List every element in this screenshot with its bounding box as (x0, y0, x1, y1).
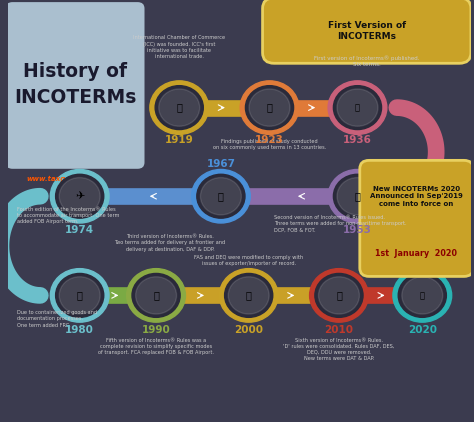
Text: 1923: 1923 (255, 135, 284, 145)
Text: 2020: 2020 (408, 325, 437, 335)
Circle shape (150, 81, 209, 134)
FancyBboxPatch shape (263, 0, 471, 63)
Circle shape (337, 89, 378, 126)
Circle shape (319, 277, 359, 314)
Text: 1967: 1967 (206, 159, 236, 169)
Circle shape (333, 174, 382, 218)
Text: 📋: 📋 (420, 291, 425, 300)
Text: Third version of Incoterms® Rules.
Two terms added for delivery at frontier and
: Third version of Incoterms® Rules. Two t… (114, 234, 226, 252)
Text: Second version of Incoterms® Rules issued.
Three terms were added for non-mariti: Second version of Incoterms® Rules issue… (274, 215, 407, 233)
Text: 🔑: 🔑 (246, 290, 252, 300)
Circle shape (191, 170, 250, 223)
Circle shape (55, 273, 104, 317)
Text: 📝: 📝 (153, 290, 159, 300)
Circle shape (55, 174, 104, 218)
Circle shape (315, 273, 363, 317)
Circle shape (59, 178, 100, 215)
Circle shape (155, 86, 203, 130)
Circle shape (240, 81, 299, 134)
Circle shape (249, 89, 290, 126)
Text: Fourth edition of the Incoterms® Rules
to accommodate air transport. One term
ad: Fourth edition of the Incoterms® Rules t… (17, 207, 119, 224)
Circle shape (201, 178, 241, 215)
Text: First version of Incoterms® published.
Six terms.: First version of Incoterms® published. S… (314, 55, 419, 67)
Circle shape (127, 269, 185, 322)
Circle shape (328, 81, 387, 134)
Text: 📖: 📖 (336, 290, 342, 300)
Circle shape (50, 269, 109, 322)
Text: 1936: 1936 (343, 135, 372, 145)
Text: 1919: 1919 (165, 135, 193, 145)
Circle shape (228, 277, 269, 314)
Circle shape (219, 269, 278, 322)
Text: 1953: 1953 (343, 225, 372, 235)
Circle shape (132, 273, 180, 317)
Text: New INCOTERMs 2020
Announced in Sep'2019
come into force on: New INCOTERMs 2020 Announced in Sep'2019… (370, 186, 463, 207)
Text: 1990: 1990 (142, 325, 171, 335)
Circle shape (393, 269, 452, 322)
Circle shape (136, 277, 176, 314)
Circle shape (310, 269, 368, 322)
Text: 🔍: 🔍 (176, 103, 182, 113)
Text: FAS and DEQ were modified to comply with
issues of exporter/importer of record.: FAS and DEQ were modified to comply with… (194, 254, 303, 266)
Circle shape (402, 277, 443, 314)
Text: www.taxguru.in: www.taxguru.in (27, 176, 89, 182)
Text: 2010: 2010 (325, 325, 354, 335)
Circle shape (225, 273, 273, 317)
Text: Sixth version of Incoterms® Rules.
'D' rules were consolidated. Rules DAF, DES,
: Sixth version of Incoterms® Rules. 'D' r… (283, 338, 395, 361)
Text: Fifth version of Incoterms® Rules was a
complete revision to simplify specific m: Fifth version of Incoterms® Rules was a … (98, 338, 214, 355)
Text: Due to containerized goods and
documentation processes.
One term added FRC.: Due to containerized goods and documenta… (17, 310, 97, 327)
Circle shape (50, 170, 109, 223)
FancyBboxPatch shape (6, 2, 145, 169)
Circle shape (328, 170, 387, 223)
Text: Findings published of study conducted
on six commonly used terms in 13 countries: Findings published of study conducted on… (213, 139, 326, 151)
Text: 🚂: 🚂 (355, 191, 360, 201)
Circle shape (197, 174, 245, 218)
Text: 🌐: 🌐 (266, 103, 273, 113)
Text: 1st  January  2020: 1st January 2020 (375, 249, 457, 258)
Circle shape (398, 273, 447, 317)
Text: History of
INCOTERMs: History of INCOTERMs (14, 62, 136, 107)
Circle shape (337, 178, 378, 215)
Circle shape (246, 86, 293, 130)
Text: International Chamber of Commerce
(ICC) was founded. ICC's first
initiative was : International Chamber of Commerce (ICC) … (133, 35, 225, 59)
FancyBboxPatch shape (360, 160, 473, 276)
Circle shape (159, 89, 200, 126)
Text: First Version of
INCOTERMs: First Version of INCOTERMs (328, 21, 406, 41)
Text: 📚: 📚 (218, 191, 224, 201)
Text: 🏛: 🏛 (77, 290, 82, 300)
Text: 1980: 1980 (65, 325, 94, 335)
Text: 1974: 1974 (65, 225, 94, 235)
Text: 2000: 2000 (234, 325, 263, 335)
Circle shape (59, 277, 100, 314)
Text: 📋: 📋 (355, 103, 360, 112)
Text: ✈: ✈ (75, 191, 84, 201)
Circle shape (333, 86, 382, 130)
